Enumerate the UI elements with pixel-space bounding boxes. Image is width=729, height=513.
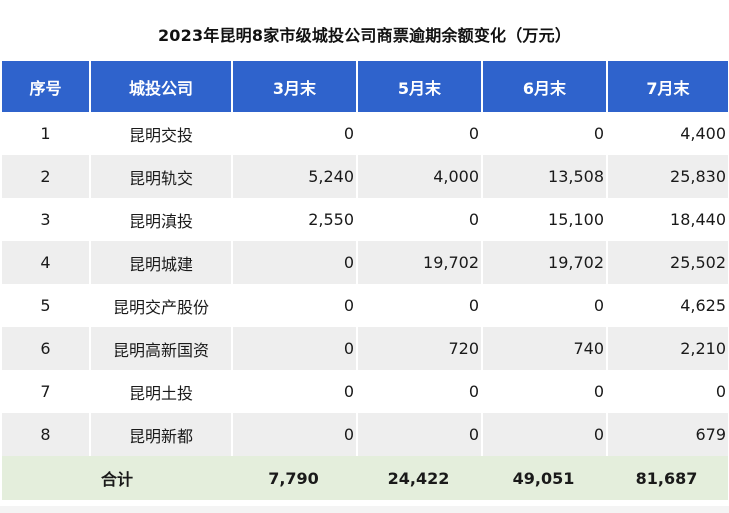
may-value: 4,000 bbox=[357, 155, 483, 198]
june-value: 0 bbox=[482, 413, 608, 456]
row-index: 6 bbox=[2, 327, 91, 370]
march-value: 0 bbox=[232, 327, 358, 370]
march-value: 5,240 bbox=[232, 155, 358, 198]
june-value: 0 bbox=[482, 112, 608, 155]
june-value: 19,702 bbox=[482, 241, 608, 284]
row-index: 2 bbox=[2, 155, 91, 198]
row-index: 4 bbox=[2, 241, 91, 284]
total-june: 49,051 bbox=[482, 456, 607, 500]
company-name: 昆明交投 bbox=[90, 112, 233, 155]
july-value: 25,502 bbox=[607, 241, 728, 284]
overdue-balance-table: 序号 城投公司 3月末 5月末 6月末 7月末 1 昆明交投 0 0 0 4,4… bbox=[2, 61, 728, 500]
total-july: 81,687 bbox=[607, 456, 728, 500]
march-value: 0 bbox=[232, 370, 358, 413]
july-value: 679 bbox=[607, 413, 728, 456]
table-title: 2023年昆明8家市级城投公司商票逾期余额变化（万元） bbox=[157, 26, 572, 45]
march-value: 0 bbox=[232, 413, 358, 456]
table-row: 1 昆明交投 0 0 0 4,400 bbox=[2, 112, 728, 155]
july-value: 18,440 bbox=[607, 198, 728, 241]
header-index: 序号 bbox=[2, 61, 91, 112]
june-value: 0 bbox=[482, 370, 608, 413]
company-name: 昆明新都 bbox=[90, 413, 233, 456]
june-value: 0 bbox=[482, 284, 608, 327]
july-value: 4,625 bbox=[607, 284, 728, 327]
june-value: 15,100 bbox=[482, 198, 608, 241]
june-value: 13,508 bbox=[482, 155, 608, 198]
row-index: 3 bbox=[2, 198, 91, 241]
total-row: 合计 7,790 24,422 49,051 81,687 bbox=[2, 456, 728, 500]
may-value: 0 bbox=[357, 198, 483, 241]
june-value: 740 bbox=[482, 327, 608, 370]
total-label: 合计 bbox=[2, 456, 232, 500]
march-value: 0 bbox=[232, 241, 358, 284]
company-name: 昆明高新国资 bbox=[90, 327, 233, 370]
table-row: 3 昆明滇投 2,550 0 15,100 18,440 bbox=[2, 198, 728, 241]
may-value: 19,702 bbox=[357, 241, 483, 284]
table-row: 2 昆明轨交 5,240 4,000 13,508 25,830 bbox=[2, 155, 728, 198]
header-may: 5月末 bbox=[357, 61, 483, 112]
march-value: 0 bbox=[232, 112, 358, 155]
march-value: 0 bbox=[232, 284, 358, 327]
company-name: 昆明轨交 bbox=[90, 155, 233, 198]
may-value: 0 bbox=[357, 413, 483, 456]
march-value: 2,550 bbox=[232, 198, 358, 241]
may-value: 0 bbox=[357, 284, 483, 327]
bottom-edge bbox=[0, 506, 729, 513]
july-value: 25,830 bbox=[607, 155, 728, 198]
header-july: 7月末 bbox=[607, 61, 728, 112]
table-row: 5 昆明交产股份 0 0 0 4,625 bbox=[2, 284, 728, 327]
row-index: 1 bbox=[2, 112, 91, 155]
table-row: 6 昆明高新国资 0 720 740 2,210 bbox=[2, 327, 728, 370]
row-index: 7 bbox=[2, 370, 91, 413]
table-row: 7 昆明土投 0 0 0 0 bbox=[2, 370, 728, 413]
company-name: 昆明土投 bbox=[90, 370, 233, 413]
july-value: 4,400 bbox=[607, 112, 728, 155]
header-company: 城投公司 bbox=[90, 61, 233, 112]
company-name: 昆明滇投 bbox=[90, 198, 233, 241]
may-value: 0 bbox=[357, 112, 483, 155]
table-row: 8 昆明新都 0 0 0 679 bbox=[2, 413, 728, 456]
may-value: 0 bbox=[357, 370, 483, 413]
row-index: 5 bbox=[2, 284, 91, 327]
row-index: 8 bbox=[2, 413, 91, 456]
header-march: 3月末 bbox=[232, 61, 358, 112]
july-value: 0 bbox=[607, 370, 728, 413]
header-june: 6月末 bbox=[482, 61, 608, 112]
may-value: 720 bbox=[357, 327, 483, 370]
table-row: 4 昆明城建 0 19,702 19,702 25,502 bbox=[2, 241, 728, 284]
total-may: 24,422 bbox=[357, 456, 482, 500]
header-row: 序号 城投公司 3月末 5月末 6月末 7月末 bbox=[2, 61, 728, 112]
total-march: 7,790 bbox=[232, 456, 357, 500]
july-value: 2,210 bbox=[607, 327, 728, 370]
company-name: 昆明交产股份 bbox=[90, 284, 233, 327]
company-name: 昆明城建 bbox=[90, 241, 233, 284]
